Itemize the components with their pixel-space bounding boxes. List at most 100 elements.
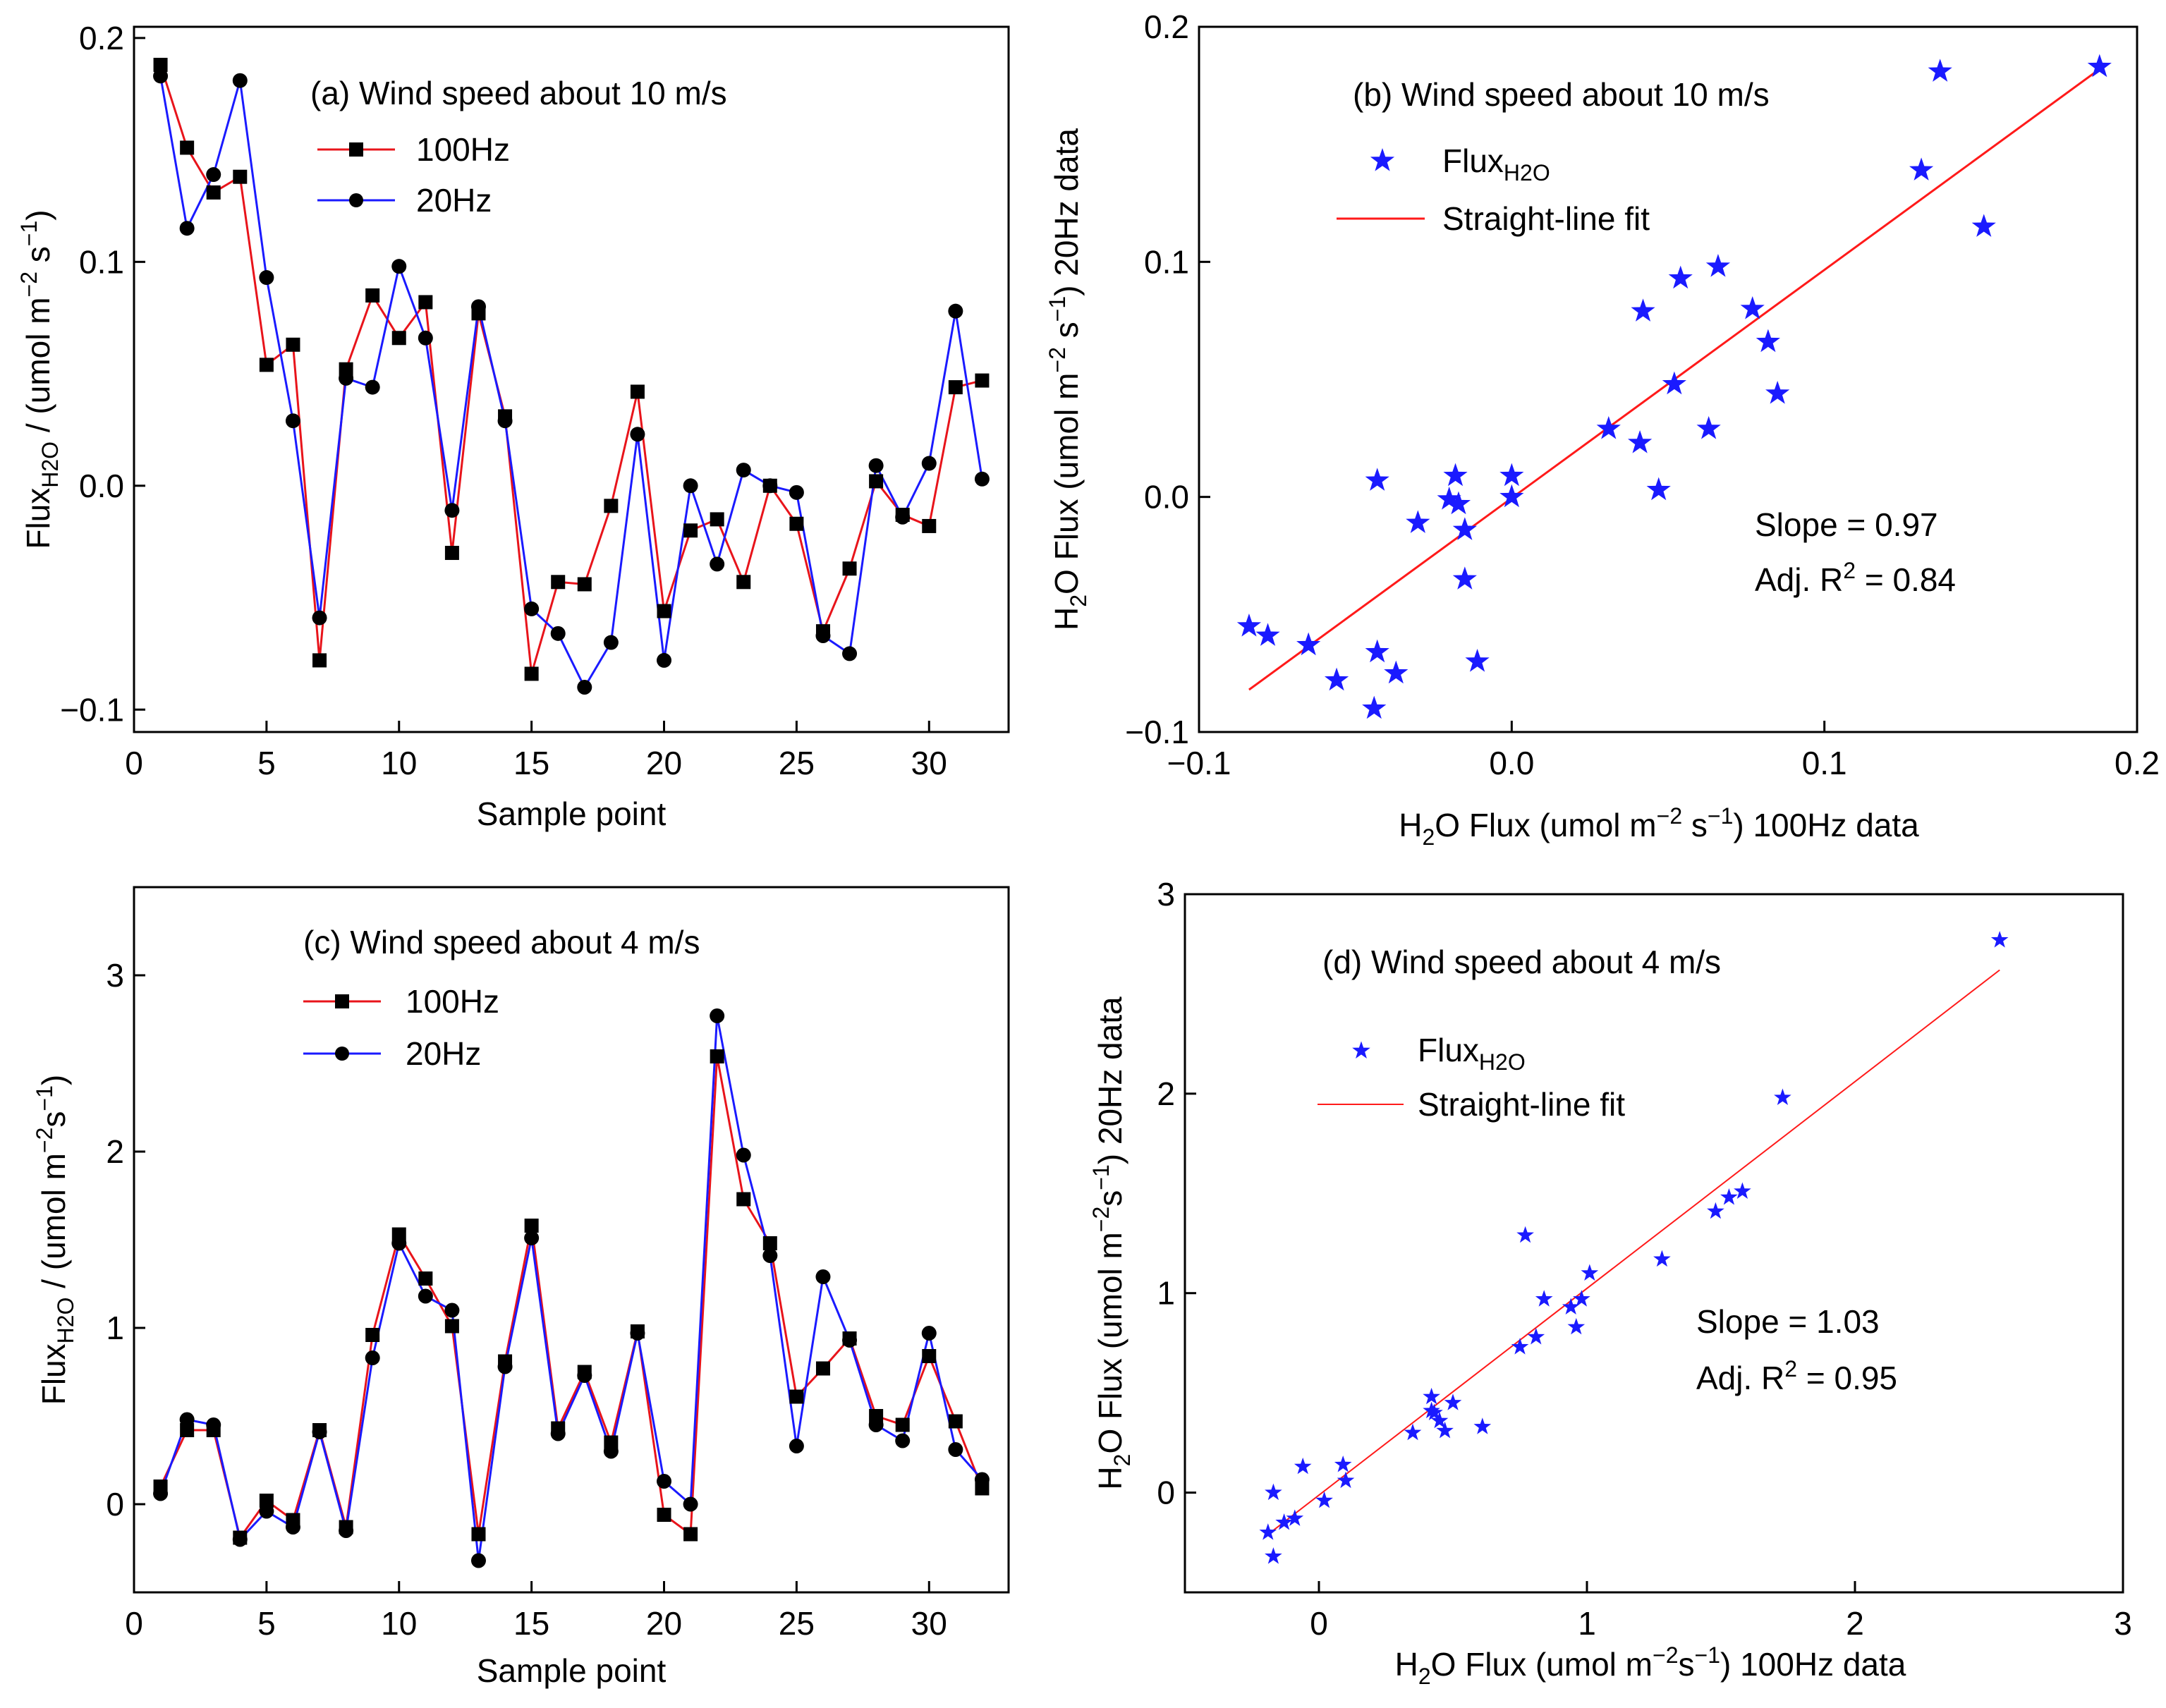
legend-marker-20hz-a [349,193,363,207]
legend-marker-100hz-c [335,994,349,1008]
star-point-d-21 [1404,1423,1422,1441]
x-ticks-c: 0 5 10 15 20 25 30 [125,1581,947,1642]
point-20hz-a-7 [339,370,354,386]
star-point-b-19 [1452,517,1477,540]
star-point-b-4 [1765,381,1790,404]
panel-a: 0 5 10 15 20 25 30 −0.1 0.0 0.1 0.2 (a) Wind spee… [16,20,1010,832]
y-ticks-a: −0.1 0.0 0.1 0.2 [60,20,145,728]
star-point-d-1 [1774,1088,1791,1106]
series-line-20hz-c [159,1015,983,1562]
point-100hz-a-30 [948,380,963,395]
point-20hz-c-14 [524,1231,540,1245]
legend-b: FluxH2O Straight-line fit [1337,142,1650,237]
fit-line-d [1265,969,2000,1537]
x-tick-label-c-3: 15 [513,1605,549,1642]
legend-star-d [1352,1041,1370,1059]
series-layer-a [153,57,990,695]
star-point-b-23 [1406,510,1430,533]
point-100hz-a-11 [444,546,459,561]
panel-d: 0 1 2 3 0 1 2 3 (d) Wind speed about 4 m/s Flu… [1088,876,2132,1689]
star-point-b-5 [1756,329,1780,353]
x-tick-label-c-5: 25 [779,1605,815,1642]
legend-star-b [1370,148,1395,171]
point-20hz-a-27 [868,458,884,473]
point-100hz-c-23 [762,1236,777,1250]
star-point-b-11 [1631,298,1655,322]
x-tick-label-b-3: 0.2 [2115,745,2160,781]
slope-annotation-d: Slope = 1.03 [1696,1303,1880,1340]
point-20hz-a-25 [815,628,831,643]
point-100hz-a-9 [391,331,406,346]
point-100hz-a-20 [683,523,698,538]
point-20hz-c-18 [630,1326,645,1341]
series-line-20hz-a [159,75,983,689]
point-20hz-a-28 [895,509,911,525]
legend-label-20hz-c: 20Hz [406,1035,481,1072]
point-100hz-a-5 [286,337,300,352]
x-tick-label-b-2: 0.1 [1802,745,1847,781]
point-20hz-c-21 [710,1008,725,1023]
series-line-100hz-c [159,1055,983,1539]
point-100hz-a-26 [842,561,857,576]
star-point-b-14 [1596,416,1621,439]
x-axis-label-d: H2O Flux (umol m−2s−1) 100Hz data [1395,1642,1906,1689]
point-20hz-c-20 [683,1496,698,1512]
y-tick-label-a-0: −0.1 [60,691,124,728]
star-point-b-31 [1236,614,1262,637]
star-point-d-0 [1990,931,2009,948]
point-20hz-c-3 [232,1532,248,1547]
point-100hz-c-11 [444,1319,459,1334]
y-tick-label-b-1: 0.0 [1144,479,1189,516]
x-tick-label-d-3: 3 [2114,1605,2132,1642]
star-point-d-23 [1334,1456,1352,1472]
series-line-100hz-a [159,64,982,675]
point-100hz-a-18 [630,384,645,399]
point-100hz-a-3 [233,169,248,184]
star-point-b-17 [1465,649,1490,672]
point-20hz-a-11 [444,503,460,518]
x-tick-label-a-5: 25 [779,745,815,781]
star-point-d-12 [1516,1226,1534,1243]
plot-frame-d [1184,893,2124,1594]
y-tick-label-a-3: 0.2 [79,20,124,56]
x-tick-label-b-1: 0.0 [1489,745,1534,781]
star-point-b-9 [1662,371,1686,395]
r2-annotation-d: Adj. R2 = 0.95 [1696,1356,1897,1396]
point-20hz-a-10 [418,330,433,346]
point-20hz-c-30 [948,1442,963,1457]
star-point-d-28 [1265,1483,1282,1501]
y-tick-label-c-1: 1 [106,1310,124,1346]
chart-title-c: (c) Wind speed about 4 m/s [303,924,700,960]
point-20hz-c-1 [179,1412,195,1427]
point-20hz-c-5 [285,1520,300,1535]
point-20hz-c-26 [842,1333,858,1348]
star-point-b-10 [1696,416,1721,439]
x-tick-label-c-1: 5 [257,1605,276,1642]
point-100hz-a-1 [180,140,195,155]
y-axis-label-a: FluxH2O / (umol m−2 s−1) [16,209,63,549]
point-20hz-c-29 [921,1326,937,1341]
point-100hz-a-22 [736,575,751,590]
point-100hz-a-29 [922,518,937,533]
point-20hz-a-2 [206,167,221,183]
x-tick-label-a-0: 0 [125,745,143,781]
point-20hz-a-8 [365,379,380,395]
point-20hz-a-4 [259,270,274,286]
point-20hz-c-22 [736,1147,751,1163]
x-tick-label-c-2: 10 [381,1605,417,1642]
point-20hz-a-12 [470,299,486,315]
point-20hz-a-14 [524,601,540,616]
x-tick-label-a-4: 20 [646,745,682,781]
point-20hz-c-11 [444,1303,460,1318]
x-tick-label-b-0: −0.1 [1167,745,1231,781]
point-20hz-a-31 [974,471,990,487]
point-100hz-c-8 [365,1328,380,1342]
panel-c: 0 5 10 15 20 25 30 0 1 2 3 (c) Wind speed about 4… [32,886,1010,1689]
x-tick-label-c-6: 30 [911,1605,947,1642]
star-point-d-3 [1720,1188,1738,1205]
y-axis-label-b: H2O Flux (umol m−2 s−1) 20Hz data [1045,128,1091,630]
legend-points-b: FluxH2O [1442,142,1550,185]
point-100hz-a-17 [604,499,619,513]
legend-marker-20hz-c [335,1047,349,1061]
